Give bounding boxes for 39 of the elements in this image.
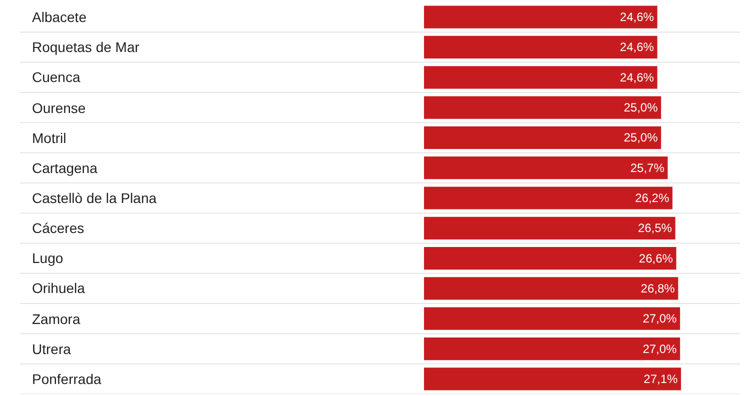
- y-tick-label: Cáceres: [32, 220, 84, 236]
- y-tick-label: Roquetas de Mar: [32, 39, 140, 55]
- y-tick-label: Utrera: [32, 341, 72, 357]
- data-label: 26,5%: [638, 221, 672, 236]
- bar: [424, 6, 658, 28]
- data-label: 26,6%: [638, 251, 674, 266]
- y-tick-label: Albacete: [32, 9, 87, 25]
- y-tick-label: Ponferrada: [32, 371, 102, 387]
- bar: [424, 96, 662, 119]
- data-label: 27,0%: [642, 342, 678, 356]
- data-label: 27,1%: [644, 372, 678, 386]
- y-tick-label: Castellò de la Plana: [32, 190, 157, 206]
- bar: [424, 247, 676, 270]
- data-label: 27,0%: [642, 312, 678, 326]
- y-tick-label: Cartagena: [32, 160, 98, 176]
- y-tick-label: Lugo: [32, 250, 64, 266]
- data-label: 25,0%: [624, 100, 658, 115]
- data-label: 24,6%: [620, 40, 654, 54]
- data-label: 25,7%: [630, 160, 665, 175]
- data-label: 25,0%: [624, 130, 658, 145]
- y-tick-label: Zamora: [32, 311, 80, 327]
- data-label: 26,2%: [635, 191, 670, 205]
- bar: [424, 337, 680, 360]
- data-label: 24,6%: [620, 70, 654, 84]
- bar: [424, 368, 681, 390]
- y-tick-label: Cuenca: [32, 69, 80, 85]
- y-tick-label: Ourense: [32, 100, 86, 116]
- data-label: 26,8%: [640, 281, 676, 296]
- data-label: 24,6%: [620, 10, 654, 24]
- y-tick-label: Motril: [32, 130, 66, 146]
- bar: [424, 307, 680, 330]
- bar: [424, 277, 678, 300]
- bar: [424, 186, 672, 210]
- y-tick-label: Orihuela: [32, 280, 86, 296]
- bar: [424, 126, 662, 149]
- bar: [424, 36, 658, 59]
- bar: [424, 66, 658, 89]
- bar: [424, 156, 668, 180]
- bar: [424, 216, 676, 240]
